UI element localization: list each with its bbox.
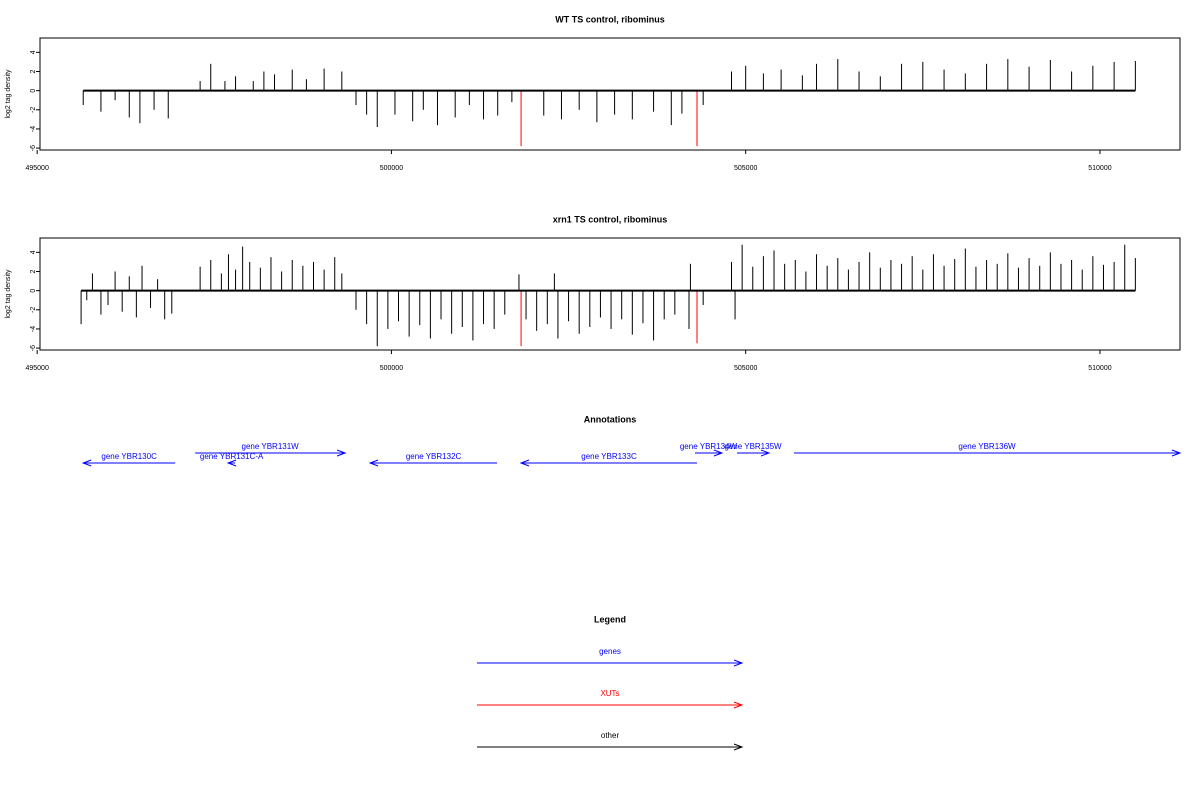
legend-arrow-head xyxy=(733,659,744,667)
gene-label: gene YBR130C xyxy=(101,452,157,461)
gene-label: gene YBR134W xyxy=(680,442,738,451)
y-tick-label: 4 xyxy=(30,50,37,54)
y-tick-label: 4 xyxy=(30,250,37,254)
y-tick-label: -6 xyxy=(30,145,37,151)
x-tick-label: 500000 xyxy=(380,165,403,172)
legend-arrow-head xyxy=(733,743,744,751)
y-axis-label: log2 tag density xyxy=(5,69,12,119)
gene-arrow-head xyxy=(760,449,771,457)
gene-label: gene YBR132C xyxy=(406,452,462,461)
gene-arrow-head xyxy=(519,459,530,467)
x-tick-label: 495000 xyxy=(25,165,48,172)
y-tick-label: 2 xyxy=(30,269,37,273)
y-tick-label: 0 xyxy=(30,289,37,293)
gene-arrow-head xyxy=(368,459,379,467)
plot-frame xyxy=(39,37,1181,151)
x-tick-label: 505000 xyxy=(734,365,757,372)
x-tick-label: 510000 xyxy=(1088,165,1111,172)
x-tick-label: 510000 xyxy=(1088,365,1111,372)
gene-arrow-head xyxy=(713,449,724,457)
y-tick-label: -2 xyxy=(30,107,37,113)
gene-label: gene YBR133C xyxy=(581,452,637,461)
plot-frame xyxy=(39,237,1181,351)
gene-arrow-head xyxy=(1171,449,1182,457)
legend-title: Legend xyxy=(594,614,626,624)
y-tick-label: 2 xyxy=(30,69,37,73)
y-tick-label: 0 xyxy=(30,89,37,93)
x-tick-label: 505000 xyxy=(734,165,757,172)
legend-label: genes xyxy=(599,647,621,656)
gene-label: gene YBR135W xyxy=(724,442,782,451)
gene-arrow-head xyxy=(336,449,347,457)
gene-arrow-head xyxy=(226,459,237,467)
annotations-title: Annotations xyxy=(584,414,637,424)
gene-label: gene YBR131C-A xyxy=(200,452,264,461)
y-tick-label: -6 xyxy=(30,345,37,351)
y-tick-label: -4 xyxy=(30,326,37,332)
gene-label: gene YBR136W xyxy=(958,442,1016,451)
legend-label: XUTs xyxy=(600,689,619,698)
chart-title: WT TS control, ribominus xyxy=(555,14,665,24)
gene-arrow-head xyxy=(81,459,92,467)
y-tick-label: -2 xyxy=(30,307,37,313)
x-tick-label: 500000 xyxy=(380,365,403,372)
y-tick-label: -4 xyxy=(30,126,37,132)
gene-label: gene YBR131W xyxy=(242,442,300,451)
legend-label: other xyxy=(601,731,620,740)
chart-title: xrn1 TS control, ribominus xyxy=(553,214,668,224)
legend-arrow-head xyxy=(733,701,744,709)
y-axis-label: log2 tag density xyxy=(5,269,12,319)
x-tick-label: 495000 xyxy=(25,365,48,372)
